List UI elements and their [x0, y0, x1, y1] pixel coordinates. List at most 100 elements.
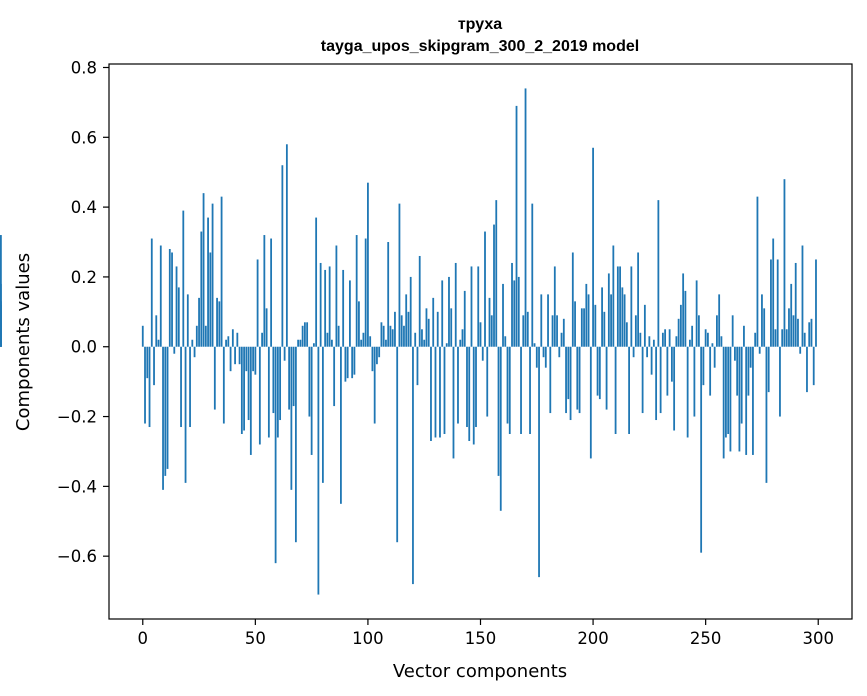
x-tick-label: 150 [465, 629, 497, 648]
bar-59 [274, 346, 277, 564]
bar-70 [299, 339, 302, 347]
bar-197 [585, 283, 588, 347]
bar-187 [562, 318, 565, 347]
bar-21 [189, 346, 191, 428]
bar-16 [177, 287, 180, 347]
bar-262 [731, 315, 734, 347]
bar-37 [225, 339, 227, 347]
chart-title: труха [458, 16, 502, 33]
bar-27 [202, 193, 205, 347]
bar-85 [333, 346, 336, 407]
bar-299 [815, 259, 817, 347]
bar-103 [373, 346, 376, 424]
bar-278 [767, 346, 770, 393]
bar-225 [648, 336, 651, 347]
bar-272 [754, 332, 757, 347]
bar-276 [763, 308, 766, 347]
bar-289 [792, 315, 795, 347]
bar-6 [155, 315, 158, 347]
bar-50 [254, 346, 257, 375]
bar-69 [297, 339, 300, 347]
bar-232 [664, 329, 667, 347]
bar-283 [779, 346, 781, 417]
bar-236 [673, 346, 676, 431]
bar-151 [481, 346, 484, 361]
bar-132 [439, 346, 441, 438]
bar-41 [234, 346, 236, 365]
bar-72 [303, 322, 306, 347]
bar-256 [718, 294, 721, 347]
bar-126 [425, 308, 428, 347]
bar-35 [220, 196, 223, 347]
bar-149 [477, 266, 480, 347]
bar-280 [772, 238, 775, 347]
bar-83 [328, 266, 331, 347]
bar-46 [245, 346, 248, 372]
bar-120 [412, 346, 414, 585]
bar-29 [207, 217, 209, 347]
bar-202 [596, 346, 599, 396]
bar-88 [340, 346, 342, 504]
bar-206 [605, 346, 608, 410]
bar-54 [263, 235, 266, 347]
bar-209 [612, 245, 615, 347]
bar-260 [727, 346, 730, 434]
bar-274 [758, 346, 761, 354]
bar-2 [146, 346, 149, 379]
bar-60 [276, 346, 279, 438]
bar-261 [729, 346, 732, 452]
bar-200 [592, 147, 594, 347]
bar-12 [168, 249, 171, 347]
bar-166 [515, 105, 518, 347]
x-tick-label: 200 [577, 629, 609, 648]
bar-84 [331, 339, 333, 347]
bar-undefined [0, 301, 2, 347]
bar-144 [466, 346, 468, 428]
bar-191 [571, 252, 574, 347]
bar-114 [398, 203, 401, 347]
bar-177 [540, 294, 543, 347]
bar-134 [443, 346, 446, 434]
bar-129 [432, 297, 435, 347]
bar-156 [493, 224, 495, 347]
y-tick-label: 0.4 [71, 198, 97, 217]
bar-235 [670, 346, 673, 382]
bar-181 [549, 346, 552, 414]
bar-269 [747, 346, 750, 396]
bar-179 [544, 346, 547, 368]
bar-239 [679, 304, 682, 347]
y-tick-label: −0.2 [57, 408, 97, 427]
bar-141 [459, 339, 462, 347]
bar-48 [249, 346, 252, 455]
bar-268 [745, 346, 748, 455]
bar-162 [506, 346, 509, 424]
bar-173 [531, 203, 534, 347]
bar-104 [376, 346, 378, 365]
bar-147 [472, 346, 475, 445]
bar-9 [162, 346, 164, 490]
bar-143 [463, 290, 466, 347]
bar-290 [794, 262, 797, 347]
bar-219 [634, 315, 637, 347]
y-tick-label: 0.0 [71, 338, 97, 357]
bar-82 [326, 332, 329, 347]
bar-43 [238, 346, 241, 365]
bar-210 [614, 346, 617, 434]
bar-107 [382, 325, 385, 347]
bar-238 [677, 318, 680, 347]
bar-208 [610, 294, 612, 347]
bar-249 [702, 346, 705, 386]
bar-140 [457, 346, 459, 424]
bar-155 [490, 315, 493, 347]
bar-8 [159, 245, 162, 347]
bar-109 [387, 242, 390, 347]
bar-291 [797, 318, 799, 347]
bar-68 [294, 346, 297, 543]
bar-230 [659, 346, 662, 414]
bar-296 [808, 322, 811, 347]
bar-152 [484, 231, 486, 347]
bar-22 [191, 339, 194, 347]
bar-250 [704, 329, 707, 347]
bar-1 [144, 346, 146, 424]
bar-18 [182, 210, 185, 347]
